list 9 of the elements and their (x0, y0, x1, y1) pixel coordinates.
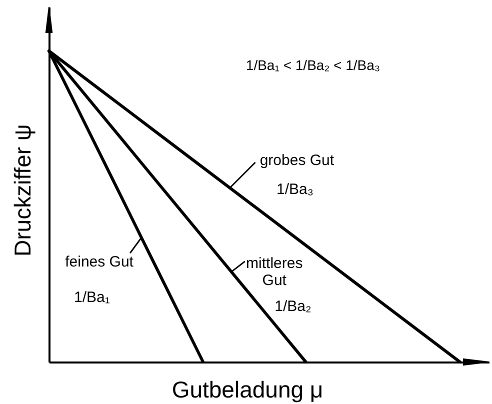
y-axis-title: Druckziffer ψ (10, 124, 36, 256)
series-label: feines Gut (65, 254, 134, 271)
annotation: 1/Ba₁ (74, 289, 110, 306)
annotation: 1/Ba₁ < 1/Ba₂ < 1/Ba₃ (246, 57, 380, 73)
legend-label: mittleres Gut (246, 254, 303, 289)
x-axis-title: Gutbeladung μ (172, 376, 324, 402)
text: grobes Gut (260, 152, 335, 169)
annotation: 1/Ba₃ (276, 181, 314, 198)
annotation: 1/Ba₂ (274, 298, 312, 315)
